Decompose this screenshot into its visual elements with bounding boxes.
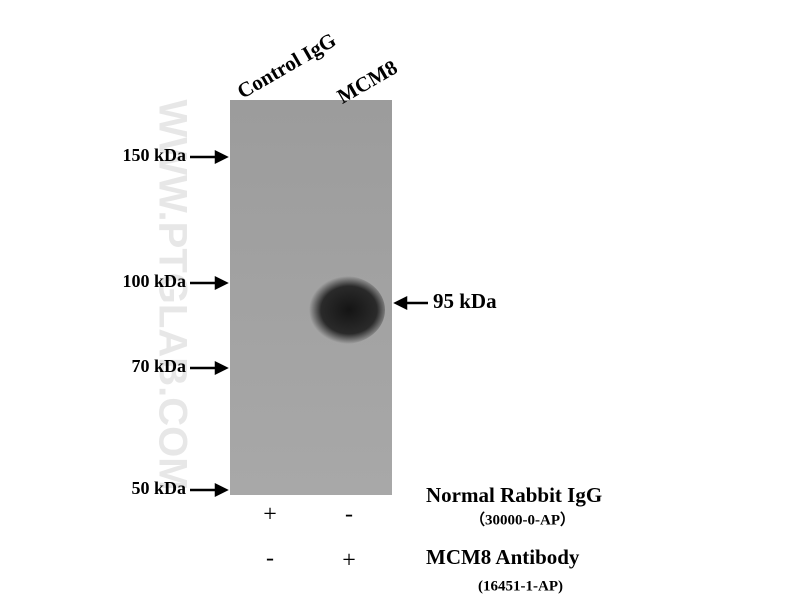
reagent-catalog: (16451-1-AP)	[478, 578, 563, 594]
marker-label: 150 kDa	[122, 145, 186, 165]
marker-label: 50 kDa	[131, 478, 186, 498]
sign: +	[342, 548, 356, 574]
sign: -	[266, 546, 274, 572]
sign: +	[263, 502, 277, 528]
band-label: 95 kDa	[433, 289, 497, 313]
watermark: WWW.PTGLAB.COM	[150, 99, 194, 490]
band-arrow	[393, 295, 428, 311]
reagent-name: Normal Rabbit IgG	[426, 483, 602, 507]
reagent-name: MCM8 Antibody	[426, 545, 580, 569]
marker-label: 70 kDa	[131, 356, 186, 376]
sign: -	[345, 502, 353, 528]
band	[305, 276, 385, 344]
lane-label: Control IgG	[233, 28, 340, 104]
marker-label: 100 kDa	[122, 271, 186, 291]
markers: 150 kDa 100 kDa 70 kDa 50 kDa	[122, 145, 229, 498]
reagent-catalog: （30000-0-AP）	[470, 510, 575, 528]
